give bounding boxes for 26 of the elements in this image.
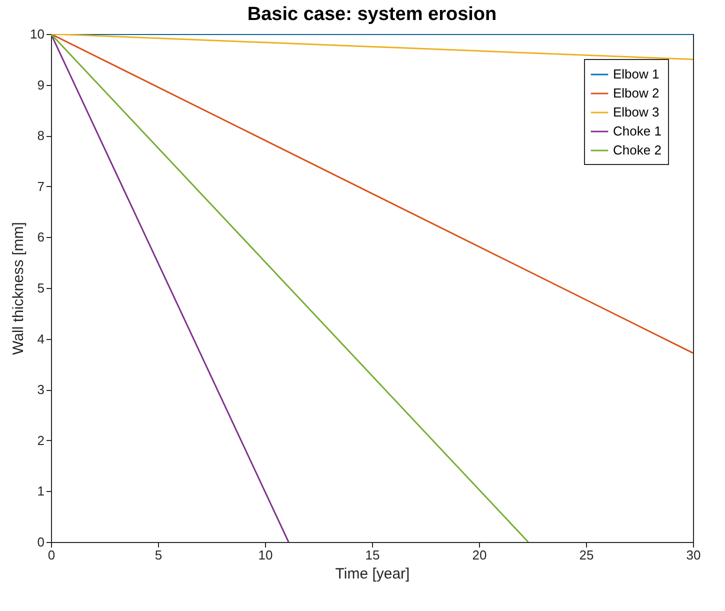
- y-tick-label: 1: [37, 484, 44, 499]
- y-tick-label: 2: [37, 432, 44, 448]
- y-tick-label: 10: [30, 26, 44, 42]
- x-tick-label: 25: [579, 548, 594, 562]
- y-tick-label: 6: [37, 230, 44, 245]
- x-tick-label: 15: [365, 548, 380, 562]
- x-tick-label: 5: [154, 548, 162, 562]
- x-tick-label: 20: [472, 548, 487, 562]
- y-tick-label: 9: [37, 77, 44, 92]
- x-axis-title: Time [year]: [335, 566, 410, 582]
- y-tick-label: 8: [37, 128, 44, 144]
- x-tick-label: 30: [686, 548, 701, 562]
- x-tick-label: 0: [48, 548, 56, 562]
- legend-label: Choke 1: [613, 124, 662, 138]
- y-tick-label: 3: [37, 382, 44, 398]
- legend-label: Choke 2: [613, 142, 662, 158]
- y-tick-label: 5: [37, 280, 44, 296]
- x-tick-label: 10: [258, 548, 273, 562]
- y-tick-label: 7: [37, 178, 44, 194]
- chart-title: Basic case: system erosion: [247, 4, 497, 25]
- legend-label: Elbow 3: [613, 104, 660, 120]
- legend-label: Elbow 2: [613, 86, 660, 100]
- y-axis-title: Wall thickness [mm]: [10, 222, 28, 355]
- legend-label: Elbow 1: [613, 66, 660, 82]
- y-tick-label: 0: [37, 534, 44, 550]
- y-tick-label: 4: [37, 331, 44, 346]
